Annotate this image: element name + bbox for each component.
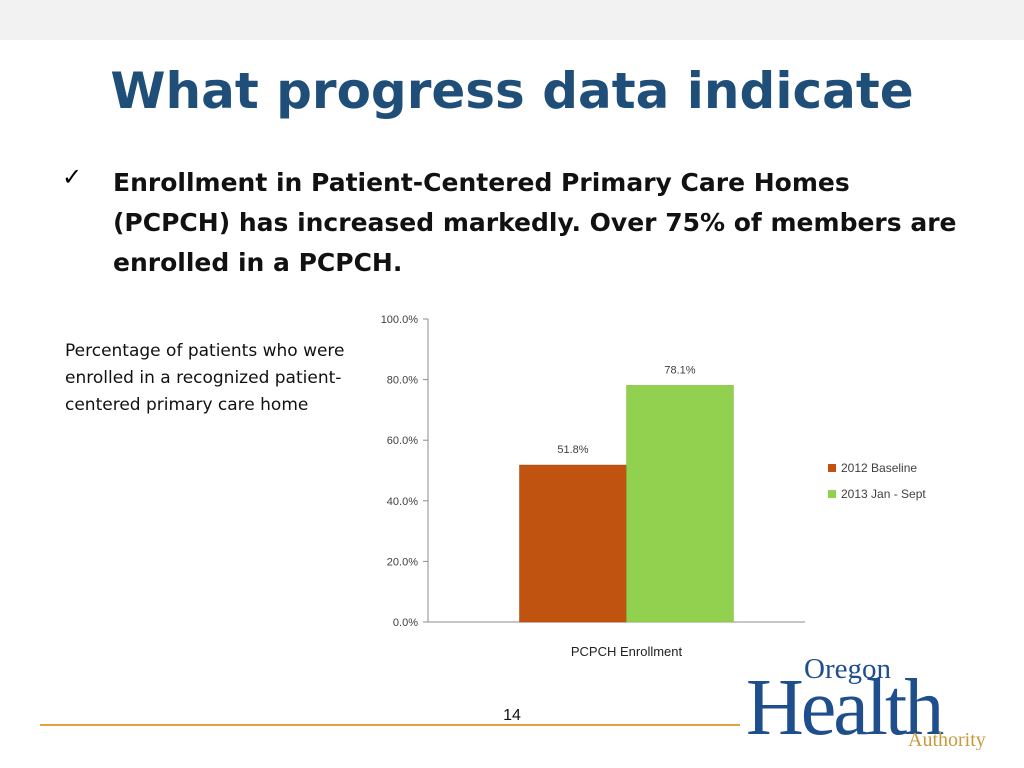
y-tick-label: 60.0%: [387, 435, 418, 447]
y-tick-label: 20.0%: [387, 556, 418, 568]
y-tick-label: 80.0%: [387, 375, 418, 387]
data-label: 78.1%: [664, 364, 695, 376]
logo-word-main: Health: [746, 664, 943, 750]
legend-label: 2013 Jan - Sept: [841, 487, 926, 501]
legend-label: 2012 Baseline: [841, 461, 917, 475]
data-label: 51.8%: [557, 444, 588, 456]
chart-caption: Percentage of patients who were enrolled…: [65, 341, 345, 415]
logo-word-top: Oregon: [804, 653, 891, 685]
bar-2013-jan-sept: [626, 385, 734, 623]
top-band: [0, 0, 1024, 40]
x-category-label: PCPCH Enrollment: [571, 644, 683, 659]
bar-2012-baseline: [519, 464, 627, 623]
y-tick-label: 100.0%: [381, 314, 419, 326]
legend-swatch: [828, 464, 836, 472]
logo-word-bottom: Authority: [908, 729, 986, 750]
legend-swatch: [828, 490, 836, 498]
bullet-text: Enrollment in Patient-Centered Primary C…: [113, 168, 957, 277]
y-tick-label: 0.0%: [393, 617, 418, 629]
page-number: 14: [503, 707, 521, 724]
checkmark-icon: ✓: [62, 163, 83, 191]
oregon-health-authority-logo: Oregon Health Authority: [746, 653, 986, 750]
slide-title: What progress data indicate: [110, 62, 914, 120]
footer-rule: [40, 724, 740, 726]
y-tick-label: 40.0%: [387, 496, 418, 508]
enrollment-bar-chart: 0.0% 20.0% 40.0% 60.0% 80.0% 100.0% 51.8% 78.1%…: [381, 314, 927, 659]
